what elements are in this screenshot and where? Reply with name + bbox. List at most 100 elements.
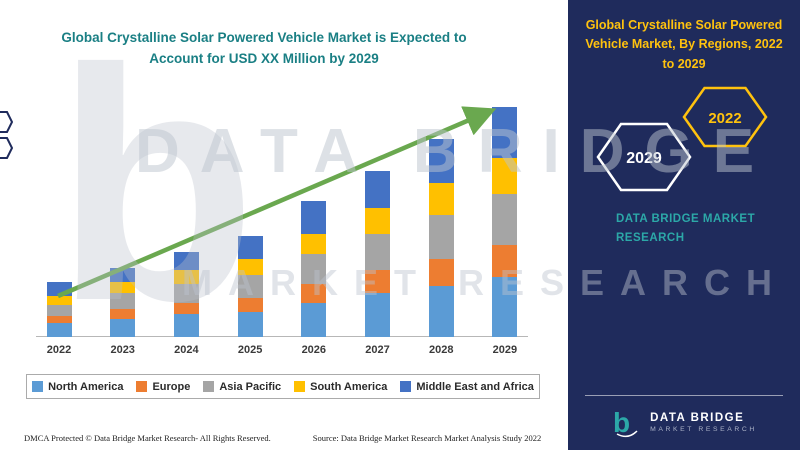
segment-middle-east-and-africa [301, 201, 327, 234]
segment-europe [46, 316, 72, 324]
divider-line [585, 395, 783, 396]
segment-middle-east-and-africa [237, 235, 263, 259]
segment-south-america [237, 258, 263, 275]
hexagon-2022 [682, 86, 768, 148]
segment-north-america [237, 311, 263, 337]
hexagon-2029 [596, 122, 692, 192]
dmca-text: DMCA Protected © Data Bridge Market Rese… [24, 433, 271, 443]
legend-label: North America [48, 380, 124, 393]
bar-stack-2026 [301, 201, 327, 337]
segment-europe [492, 245, 518, 278]
legend-swatch-middle-east-and-africa [400, 381, 412, 392]
legend-item-asia-pacific: Asia Pacific [203, 381, 281, 393]
chart-section: Global Crystalline Solar Powered Vehicle… [0, 30, 559, 443]
legend-label: South America [310, 380, 388, 393]
legend-label: Europe [152, 380, 191, 393]
legend: North America Europe Asia Pacific South Ame… [26, 374, 540, 399]
bar-stack-2028 [428, 139, 454, 337]
legend-label: Middle East and Africa [416, 380, 534, 393]
segment-north-america [365, 293, 391, 337]
x-axis-label: 2029 [492, 344, 518, 356]
x-axis-label: 2025 [237, 344, 263, 356]
segment-south-america [173, 270, 199, 285]
segment-south-america [365, 208, 391, 234]
x-axis-line [36, 336, 528, 337]
segment-north-america [173, 314, 199, 337]
bar-2026: 2026 [297, 201, 331, 358]
svg-text:b: b [613, 407, 630, 438]
legend-item-middle-east-and-africa: Middle East and Africa [400, 381, 534, 393]
x-axis-label: 2024 [174, 344, 199, 356]
chart-area: 2022 2023 2024 2025 2026 2027 2028 2029 [36, 96, 528, 358]
logo-title: DATA BRIDGE [650, 411, 745, 424]
hexagon-2022-label: 2022 [708, 110, 741, 127]
segment-europe [110, 309, 136, 319]
x-axis-label: 2023 [110, 344, 135, 356]
bar-2028: 2028 [424, 139, 458, 358]
segment-south-america [492, 157, 518, 195]
segment-europe [173, 302, 199, 314]
segment-europe [301, 284, 327, 303]
panel-logo-block: b DATA BRIDGE MARKET RESEARCH [568, 395, 800, 438]
legend-item-north-america: North America [32, 381, 123, 393]
hexagon-2029-label: 2029 [626, 150, 662, 167]
legend-swatch-asia-pacific [203, 381, 215, 392]
x-axis-label: 2027 [365, 344, 390, 356]
x-axis-label: 2028 [428, 344, 454, 356]
segment-asia-pacific [428, 215, 454, 259]
right-panel: Global Crystalline Solar Powered Vehicle… [568, 0, 800, 450]
right-panel-background [568, 0, 800, 450]
segment-middle-east-and-africa [492, 107, 518, 158]
bar-stack-2029 [492, 107, 518, 337]
chart-title: Global Crystalline Solar Powered Vehicle… [61, 30, 467, 66]
segment-asia-pacific [301, 254, 327, 285]
panel-brand-text: DATA BRIDGE MARKET RESEARCH [616, 213, 756, 244]
segment-middle-east-and-africa [365, 171, 391, 209]
segment-europe [237, 297, 263, 312]
footer: DMCA Protected © Data Bridge Market Rese… [24, 433, 559, 443]
segment-asia-pacific [365, 233, 391, 271]
segment-north-america [492, 277, 518, 337]
segment-south-america [301, 233, 327, 255]
segment-south-america [46, 295, 72, 305]
legend-item-europe: Europe [136, 381, 190, 393]
bar-stack-2025 [237, 235, 263, 337]
bar-2029: 2029 [488, 107, 522, 358]
legend-swatch-south-america [294, 381, 306, 392]
segment-south-america [428, 182, 454, 216]
logo-subtitle: MARKET RESEARCH [650, 425, 757, 433]
bar-stack-2022 [46, 281, 72, 337]
segment-asia-pacific [237, 274, 263, 298]
segment-asia-pacific [110, 293, 136, 310]
dbmr-logo-icon: b [613, 407, 638, 438]
x-axis-label: 2026 [301, 344, 327, 356]
segment-north-america [110, 318, 136, 337]
legend-label: Asia Pacific [219, 380, 282, 393]
legend-swatch-europe [136, 381, 148, 392]
logo-row: b DATA BRIDGE MARKET RESEARCH [568, 406, 800, 438]
panel-title: Global Crystalline Solar Powered Vehicle… [585, 18, 783, 71]
segment-north-america [301, 302, 327, 337]
segment-asia-pacific [173, 284, 199, 303]
segment-europe [428, 258, 454, 287]
bar-stack-2024 [173, 251, 199, 337]
segment-south-america [110, 281, 136, 294]
segment-north-america [46, 323, 72, 337]
segment-asia-pacific [492, 194, 518, 246]
bar-stack-2027 [365, 171, 391, 337]
bar-2025: 2025 [233, 235, 267, 358]
segment-europe [365, 270, 391, 294]
segment-asia-pacific [46, 304, 72, 317]
logo-text: DATA BRIDGE MARKET RESEARCH [650, 412, 757, 433]
hexagons-graphic: 2029 2022 [596, 86, 768, 192]
segment-middle-east-and-africa [428, 139, 454, 183]
bar-2022: 2022 [42, 281, 76, 358]
legend-swatch-north-america [32, 381, 44, 392]
bar-2024: 2024 [169, 251, 203, 358]
source-text: Source: Data Bridge Market Research Mark… [312, 433, 542, 443]
x-axis-label: 2022 [46, 344, 72, 356]
bar-series: 2022 2023 2024 2025 2026 2027 2028 2029 [42, 96, 522, 358]
legend-item-south-america: South America [294, 381, 387, 393]
hexagons: 2029 2022 [568, 84, 800, 196]
trend-arrow-icon [57, 106, 497, 299]
